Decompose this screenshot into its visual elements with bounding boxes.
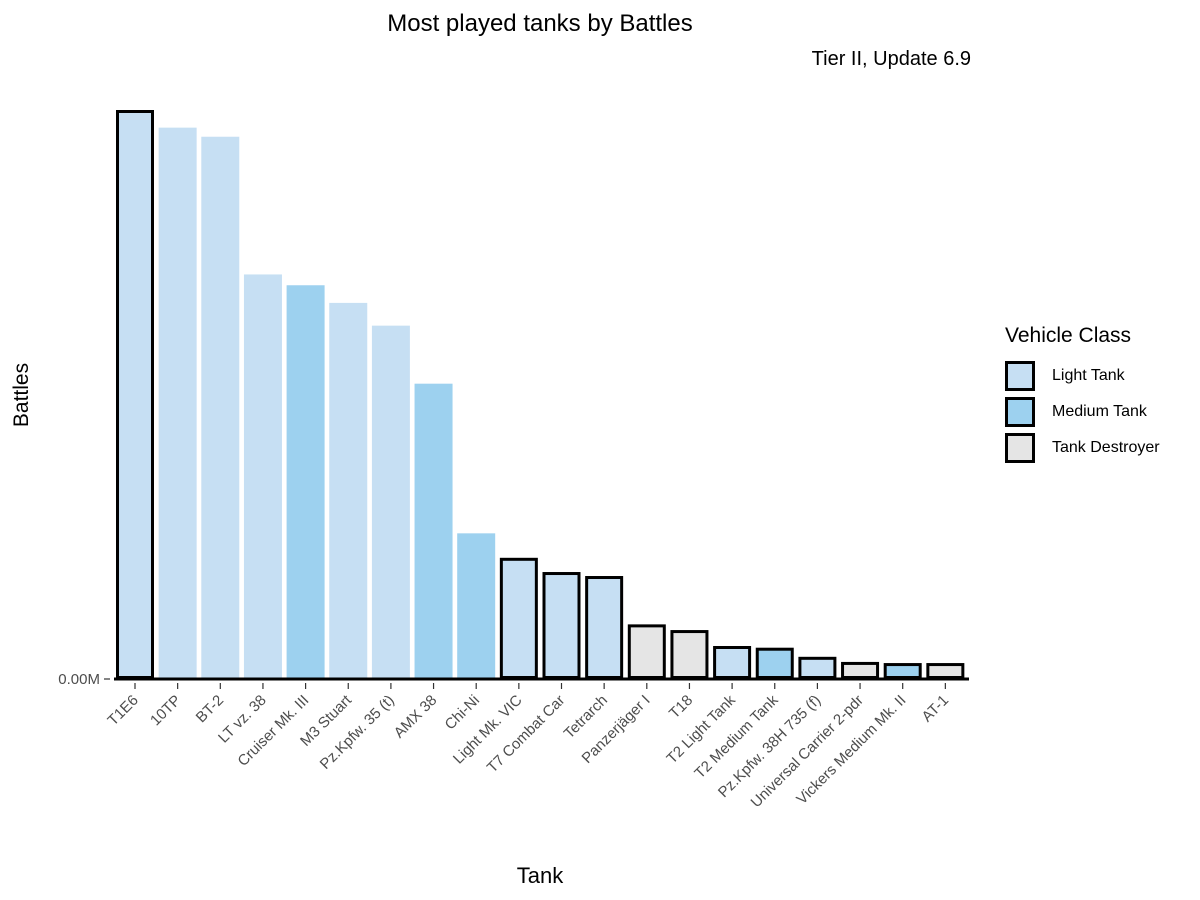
bar-at-1 xyxy=(926,663,965,679)
x-axis-label: Tank xyxy=(516,863,564,888)
x-tick-label: Pz.Kpfw. 35 (t) xyxy=(317,692,398,773)
legend-title: Vehicle Class xyxy=(1005,324,1132,347)
legend-item-tank-destroyer: Tank Destroyer xyxy=(1005,430,1160,466)
bar-bt-2 xyxy=(201,136,240,680)
bar-universal-carrier-2-pdr xyxy=(841,661,880,679)
legend-label: Medium Tank xyxy=(1052,403,1147,420)
x-tick-label: T7 Combat Car xyxy=(484,692,569,777)
bar-t7-combat-car xyxy=(542,572,581,680)
bar-pz-kpfw-38h-735-f- xyxy=(798,656,837,680)
x-tick-label: 10TP xyxy=(147,692,184,729)
bar-t2-light-tank xyxy=(713,645,752,679)
x-tick-label: Chi-Ni xyxy=(442,692,483,733)
legend-item-light-tank: Light Tank xyxy=(1005,358,1160,394)
bar-light-mk-vic xyxy=(499,557,538,679)
x-tick-label: T1E6 xyxy=(104,692,141,729)
bar-10tp xyxy=(158,127,197,680)
legend-label: Light Tank xyxy=(1052,367,1125,384)
legend-key-medium-tank xyxy=(1005,397,1035,427)
bar-lt-vz-38 xyxy=(243,274,282,679)
bar-pz-kpfw-35-t- xyxy=(371,325,410,679)
chart-title: Most played tanks by Battles xyxy=(387,10,693,37)
legend-item-medium-tank: Medium Tank xyxy=(1005,394,1160,430)
bar-m3-stuart xyxy=(329,302,368,679)
legend: Vehicle Class Light Tank Medium Tank Tan… xyxy=(1005,324,1160,466)
legend-label: Tank Destroyer xyxy=(1052,439,1160,456)
bar-amx-38 xyxy=(414,383,453,679)
bars-group xyxy=(114,110,969,681)
bar-cruiser-mk-iii xyxy=(286,285,325,679)
y-tick-label: 0.00M xyxy=(58,671,100,688)
bar-t1e6 xyxy=(116,110,154,679)
bar-panzerj-ger-i xyxy=(627,624,666,679)
x-tick-label: AT-1 xyxy=(919,692,953,726)
y-axis-label: Battles xyxy=(10,362,33,428)
chart-subtitle: Tier II, Update 6.9 xyxy=(811,48,971,70)
x-tick-label: AMX 38 xyxy=(391,692,441,742)
x-tick-label: T18 xyxy=(666,692,696,722)
x-tick-label: BT-2 xyxy=(193,692,227,726)
bar-t18 xyxy=(670,630,709,679)
bar-tetrarch xyxy=(585,576,624,679)
legend-key-light-tank xyxy=(1005,361,1035,391)
bar-chi-ni xyxy=(457,533,496,679)
legend-key-tank-destroyer xyxy=(1005,433,1035,463)
bar-vickers-medium-mk-ii xyxy=(883,663,922,679)
bar-t2-medium-tank xyxy=(755,647,794,680)
